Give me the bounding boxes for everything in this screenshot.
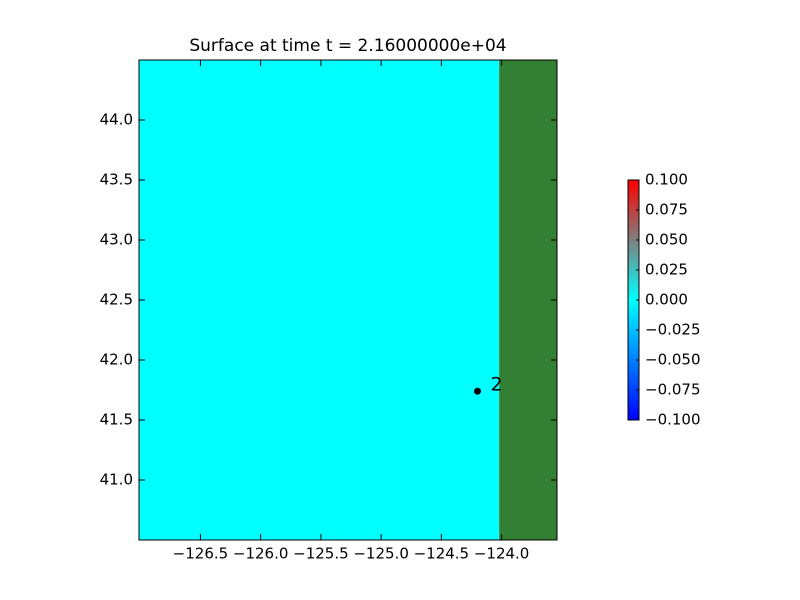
x-tick-label: −125.5: [293, 545, 349, 563]
land: [499, 60, 557, 540]
colorbar-tick-label: −0.075: [645, 381, 701, 399]
colorbar-tick-label: 0.025: [645, 261, 688, 279]
x-tick-label: −125.0: [353, 545, 409, 563]
colorbar-tick-label: 0.100: [645, 171, 688, 189]
x-tick-label: −124.0: [474, 545, 530, 563]
gauge-label: 2: [490, 374, 502, 396]
y-tick-label: 42.5: [100, 291, 133, 309]
water-surface: [139, 60, 500, 540]
gauge-marker: [473, 387, 481, 395]
x-tick-label: −124.5: [414, 545, 470, 563]
y-tick-label: 43.5: [100, 171, 133, 189]
colorbar-tick-label: 0.075: [645, 201, 688, 219]
x-tick-label: −126.5: [173, 545, 229, 563]
y-tick-label: 41.5: [100, 411, 133, 429]
chart-title: Surface at time t = 2.16000000e+04: [189, 36, 506, 56]
colorbar-tick-label: 0.000: [645, 291, 688, 309]
y-tick-label: 41.0: [100, 471, 133, 489]
colorbar-tick-label: −0.100: [645, 411, 701, 429]
colorbar-tick-label: −0.050: [645, 351, 701, 369]
x-tick-label: −126.0: [233, 545, 289, 563]
y-tick-label: 43.0: [100, 231, 133, 249]
colorbar-tick-label: 0.050: [645, 231, 688, 249]
y-tick-label: 42.0: [100, 351, 133, 369]
y-tick-label: 44.0: [100, 111, 133, 129]
colorbar-tick-label: −0.025: [645, 321, 701, 339]
